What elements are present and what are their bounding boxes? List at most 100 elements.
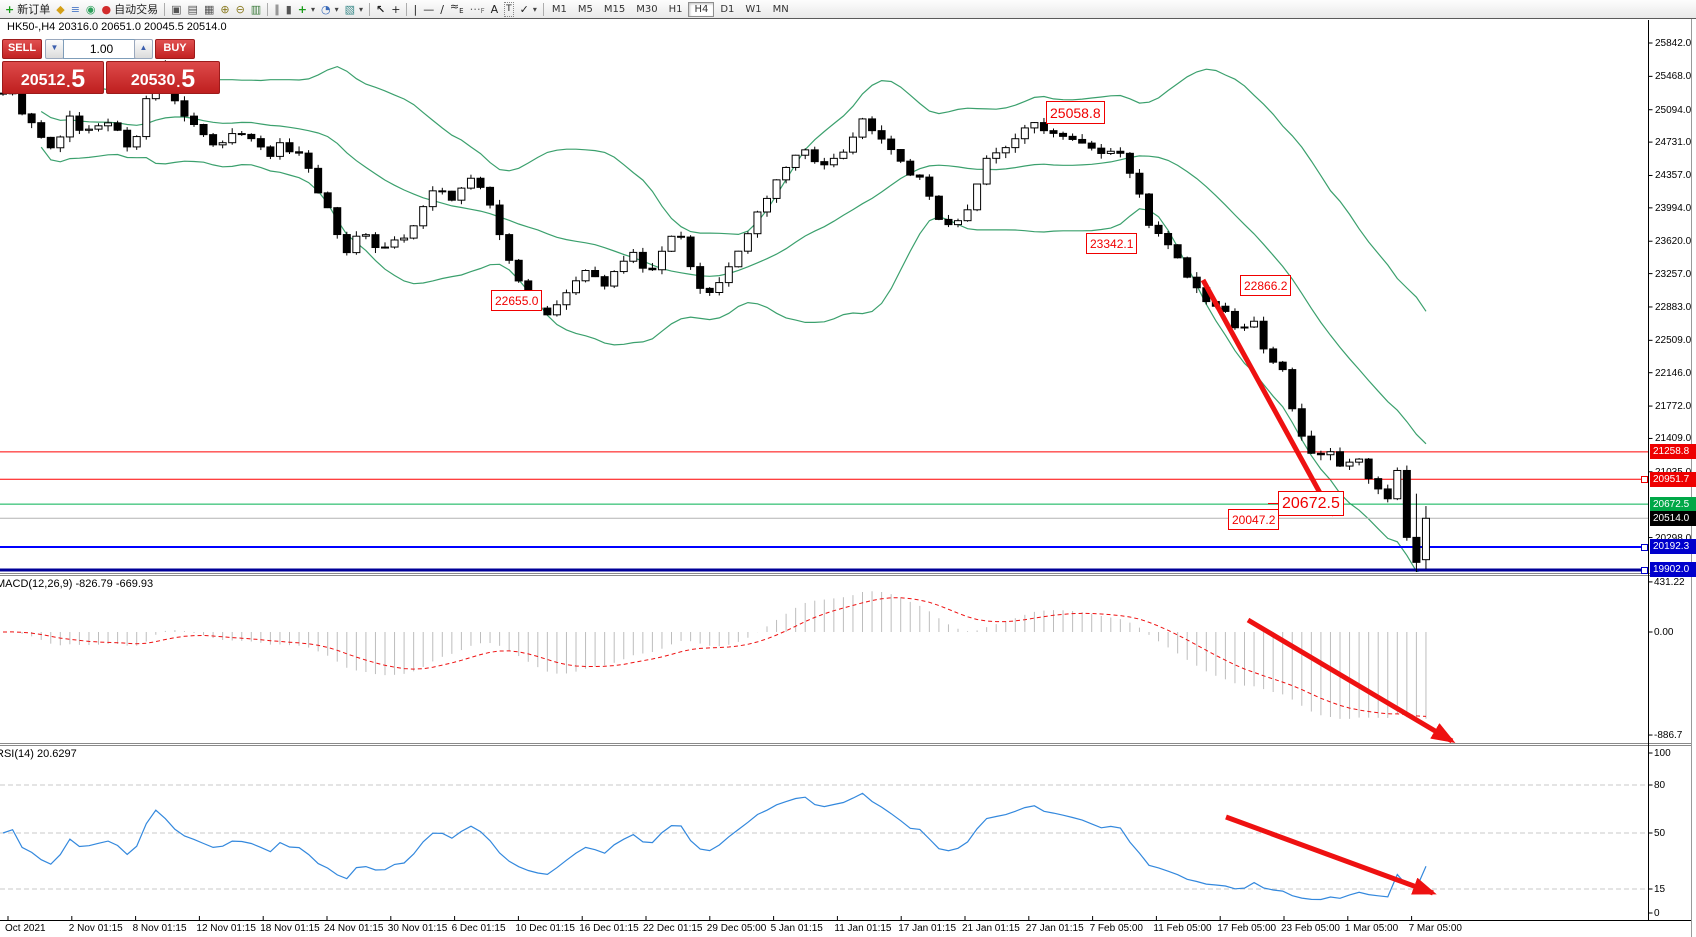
toolbar-separator [406, 2, 408, 16]
time-axis-label: 8 Nov 01:15 [132, 923, 187, 934]
time-axis-label: 12 Nov 01:15 [196, 923, 256, 934]
time-axis-label: 17 Jan 01:15 [898, 923, 957, 934]
toolbar: + 新订单 ◆ ≡ ◉ ● 自动交易 ▣ ▤ ▦ ⊕ ⊖ ▥ ∥ ▮ + ▾ ◔ ▾… [0, 0, 1696, 19]
time-axis-label: 16 Dec 01:15 [579, 923, 639, 934]
time-axis-label: 24 Nov 01:15 [324, 923, 384, 934]
price-tag-20514.0: 20514.0 [1650, 510, 1696, 526]
volume-down-button[interactable]: ▼ [45, 39, 64, 59]
objects-button[interactable]: ▤ [185, 1, 201, 17]
add-indicator-icon: + [297, 2, 307, 16]
buy-price-dot: . [176, 74, 181, 90]
new-order-label: 新订单 [17, 3, 51, 16]
time-axis-label: 18 Nov 01:15 [260, 923, 320, 934]
buy-button[interactable]: BUY [155, 39, 195, 59]
vline-tool-button[interactable]: | [410, 1, 420, 17]
zoom-in-button[interactable]: ⊕ [217, 1, 232, 17]
time-axis-label: 11 Jan 01:15 [834, 923, 892, 934]
toolbar-separator [164, 2, 166, 16]
objects-icon: ▤ [187, 2, 198, 16]
buy-price-pip: 5 [181, 65, 196, 93]
horizontal-level-lines [0, 451, 1649, 572]
sell-button[interactable]: SELL [2, 39, 42, 59]
cursor-button[interactable]: ↖ [373, 1, 388, 17]
ticket-button[interactable]: ◆ [53, 1, 67, 17]
rsi-label: RSI(14) 20.6297 [0, 748, 77, 760]
vline-icon: | [413, 2, 418, 16]
auto-trading-button[interactable]: ● 自动交易 [99, 1, 162, 17]
price-axis-tick-label: 25094.0 [1655, 104, 1692, 116]
channel-tool-button[interactable]: ≈E [447, 0, 467, 17]
signals-button[interactable]: ◉ [83, 1, 99, 17]
one-click-trade-panel: SELL ▼ ▲ BUY 20512.5 20530.5 [2, 39, 221, 94]
text-tool-button[interactable]: A [488, 1, 502, 17]
timeframe-button-h1[interactable]: H1 [668, 3, 683, 15]
timeframe-button-m5[interactable]: M5 [577, 3, 593, 15]
time-axis-label: 29 Dec 05:00 [706, 923, 767, 934]
trendline-tool-button[interactable]: ∕ [437, 1, 447, 17]
add-indicator-button[interactable]: + ▾ [295, 1, 318, 17]
sell-price-button[interactable]: 20512. 5 [2, 61, 104, 94]
chart-candles-button[interactable]: ▮ [283, 1, 295, 17]
volume-input[interactable] [63, 39, 140, 59]
price-axis-tick-label: 22883.0 [1655, 301, 1692, 313]
timeframe-button-m15[interactable]: M15 [603, 3, 626, 15]
tester-button[interactable]: ▦ [201, 1, 217, 17]
macd-histogram [2, 591, 1427, 722]
rsi-line [0, 784, 1648, 901]
rsi-scale-label: 50 [1654, 828, 1666, 839]
chart-plus-icon: + [5, 2, 15, 16]
fibonacci-icon: …F [469, 0, 485, 16]
label-tool-button[interactable]: T [501, 1, 517, 17]
timeframe-button-h4[interactable]: H4 [688, 1, 715, 17]
chart-bars-icon: ∥ [274, 2, 280, 16]
sell-price-dot: . [66, 74, 71, 90]
rsi-scale-label: 100 [1654, 748, 1671, 759]
hline-tool-button[interactable]: — [420, 1, 437, 17]
arrows-tool-icon: ✓ [519, 2, 529, 16]
timeframe-button-d1[interactable]: D1 [720, 3, 735, 15]
timeframe-button-w1[interactable]: W1 [745, 3, 762, 15]
tile-windows-button[interactable]: ▥ [248, 1, 264, 17]
volume-up-button[interactable]: ▲ [134, 39, 153, 59]
line-anchor-square [1641, 476, 1648, 484]
price-callout-22866.2: 22866.2 [1240, 275, 1292, 296]
price-axis-tick-label: 24357.0 [1655, 170, 1692, 182]
zoom-out-button[interactable]: ⊖ [233, 1, 248, 17]
price-axis-tick-label: 20298.0 [1655, 532, 1692, 544]
rsi-scale-label: 0 [1654, 908, 1660, 919]
time-axis-label: 10 Dec 01:15 [515, 923, 575, 934]
buy-price-button[interactable]: 20530. 5 [106, 61, 220, 94]
price-axis-tick-label: 22509.0 [1655, 335, 1692, 347]
timeframe-button-mn[interactable]: MN [772, 3, 789, 15]
autotrade-icon: ● [101, 2, 112, 16]
time-axis-label: 2 Nov 01:15 [68, 923, 123, 934]
chart-bars-button[interactable]: ∥ [271, 1, 283, 17]
time-axis-label: 1 Mar 05:00 [1344, 923, 1399, 934]
price-axis-tick-label: 23620.0 [1655, 236, 1692, 248]
indicators-button[interactable]: ▣ [168, 1, 184, 17]
macd-scale-label: 0.00 [1654, 627, 1674, 638]
time-axis-label: 21 Jan 01:15 [962, 923, 1020, 934]
rsi-scale-label: 15 [1654, 884, 1666, 895]
templates-button[interactable]: ▧ ▾ [342, 1, 366, 17]
clock-icon: ◔ [320, 2, 331, 16]
toolbar-separator [267, 2, 269, 16]
crosshair-button[interactable]: + [388, 1, 403, 17]
timeframe-button-m30[interactable]: M30 [636, 3, 658, 15]
price-axis-tick-label: 21772.0 [1655, 401, 1692, 413]
caret-down-icon: ▾ [532, 4, 537, 14]
label-icon: T [504, 1, 514, 17]
macd-label: MACD(12,26,9) -826.79 -669.93 [0, 578, 154, 590]
new-order-button[interactable]: + 新订单 [2, 1, 53, 17]
indicators-icon: ▣ [171, 2, 182, 16]
arrows-tool-button[interactable]: ✓ ▾ [517, 1, 540, 17]
market-watch-button[interactable]: ≡ [68, 1, 83, 17]
periods-button[interactable]: ◔ ▾ [318, 1, 342, 17]
bollinger-bands [40, 65, 1427, 572]
price-callout-20047.2: 20047.2 [1228, 509, 1280, 530]
hline-icon: — [423, 2, 435, 16]
fibonacci-tool-button[interactable]: …F [467, 0, 488, 17]
timeframe-button-m1[interactable]: M1 [551, 3, 567, 15]
